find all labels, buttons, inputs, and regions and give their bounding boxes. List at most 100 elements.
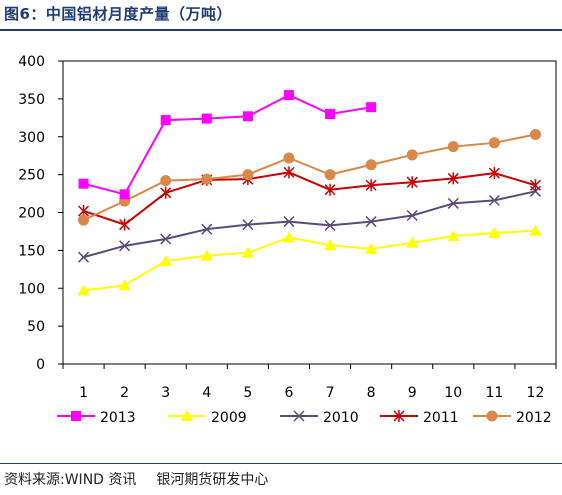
data-point-2010 — [160, 233, 172, 245]
data-point-2009 — [324, 239, 337, 251]
data-point-2009 — [406, 236, 419, 248]
y-axis: 0 50 100 150 200 250 300 350 400 — [18, 54, 63, 373]
x-tick-label: 4 — [202, 385, 211, 401]
data-point-2011 — [447, 172, 459, 185]
data-point-2012 — [78, 214, 90, 226]
data-point-2012 — [488, 137, 500, 149]
data-point-2009 — [200, 249, 213, 261]
series-line-2009 — [83, 229, 536, 292]
data-point-2013 — [201, 113, 212, 124]
data-point-2011 — [283, 166, 295, 179]
legend-swatch-marker — [71, 411, 81, 421]
data-point-2009 — [77, 284, 90, 296]
plot-area — [62, 60, 557, 365]
data-point-2011 — [160, 186, 172, 199]
x-tick-label: 11 — [485, 385, 503, 401]
data-point-2012 — [529, 128, 541, 140]
data-point-2010 — [447, 197, 459, 209]
data-point-2010 — [242, 219, 254, 231]
data-point-2013 — [160, 115, 171, 126]
legend-swatch-marker — [181, 410, 193, 421]
x-axis: 1 2 3 4 5 6 7 8 9 10 11 12 — [62, 364, 557, 401]
legend-label: 2012 — [516, 410, 552, 426]
source-left: 资料来源:WIND 资讯 — [4, 472, 137, 488]
data-point-2010 — [324, 219, 336, 231]
data-point-2011 — [119, 218, 131, 231]
data-point-2012 — [160, 175, 172, 187]
data-point-2012 — [406, 149, 418, 161]
y-tick-label: 350 — [18, 92, 45, 108]
series-line-2012 — [83, 133, 536, 221]
legend-label: 2009 — [211, 410, 247, 426]
x-tick-label: 3 — [161, 385, 170, 401]
y-tick-label: 400 — [18, 54, 45, 70]
data-point-2010 — [488, 194, 500, 206]
data-point-2009 — [529, 224, 542, 236]
legend-item-2013: 2013 — [57, 410, 136, 426]
data-point-2013 — [283, 90, 294, 101]
x-tick-label: 2 — [120, 385, 129, 401]
legend-item-2012: 2012 — [473, 410, 552, 426]
series-line-2011 — [83, 171, 536, 226]
data-point-2010 — [406, 209, 418, 222]
legend-swatch-marker — [486, 410, 498, 422]
data-point-2011 — [365, 179, 377, 192]
title-rule — [0, 29, 562, 31]
figure-title: 图6：中国铝材月度产量（万吨） — [4, 5, 232, 23]
data-point-2009 — [241, 246, 254, 258]
x-tick-label: 7 — [326, 385, 335, 401]
series-layer — [77, 90, 542, 296]
data-point-2012 — [324, 169, 336, 181]
series-line-2013 — [83, 94, 372, 196]
x-tick-label: 9 — [408, 385, 417, 401]
legend-swatch-marker — [393, 410, 405, 422]
data-point-2010 — [365, 216, 377, 228]
legend: 2013 2009 2010 2011 2012 — [57, 410, 552, 426]
legend-item-2009: 2009 — [168, 410, 247, 426]
y-tick-label: 250 — [18, 168, 45, 184]
x-tick-label: 5 — [243, 385, 252, 401]
x-tick-label: 6 — [284, 385, 293, 401]
series-2013 — [78, 90, 377, 200]
legend-label: 2011 — [423, 410, 459, 426]
x-tick-label: 10 — [444, 385, 462, 401]
y-tick-label: 50 — [27, 319, 45, 335]
data-point-2009 — [159, 254, 172, 266]
x-tick-label: 1 — [79, 385, 88, 401]
y-tick-label: 150 — [18, 243, 45, 259]
series-2009 — [77, 224, 542, 296]
source-right: 银河期货研发中心 — [156, 472, 269, 488]
data-point-2012 — [283, 152, 295, 164]
series-2010 — [78, 185, 541, 263]
data-point-2009 — [447, 229, 460, 241]
data-point-2009 — [282, 231, 295, 243]
source-note: 资料来源:WIND 资讯 银河期货研发中心 — [4, 469, 268, 489]
legend-swatch-marker — [293, 410, 305, 422]
x-tick-label: 12 — [527, 385, 545, 401]
data-point-2012 — [242, 169, 254, 181]
data-point-2009 — [118, 279, 131, 291]
y-tick-label: 200 — [18, 206, 45, 222]
data-point-2009 — [365, 242, 378, 254]
y-tick-label: 100 — [18, 281, 45, 297]
series-2011 — [78, 166, 541, 231]
data-point-2012 — [201, 173, 213, 185]
data-point-2011 — [529, 179, 541, 192]
y-tick-label: 300 — [18, 130, 45, 146]
data-point-2013 — [325, 109, 336, 120]
data-point-2010 — [201, 223, 213, 235]
x-tick-label: 8 — [367, 385, 376, 401]
data-point-2013 — [78, 178, 89, 189]
data-point-2013 — [366, 102, 377, 113]
series-line-2010 — [83, 190, 536, 259]
data-point-2011 — [324, 183, 336, 196]
legend-label: 2010 — [323, 410, 359, 426]
data-point-2012 — [365, 159, 377, 171]
data-point-2012 — [447, 141, 459, 153]
legend-item-2011: 2011 — [380, 410, 459, 426]
source-rule — [0, 463, 562, 464]
data-point-2010 — [119, 240, 131, 252]
data-point-2009 — [488, 226, 501, 238]
